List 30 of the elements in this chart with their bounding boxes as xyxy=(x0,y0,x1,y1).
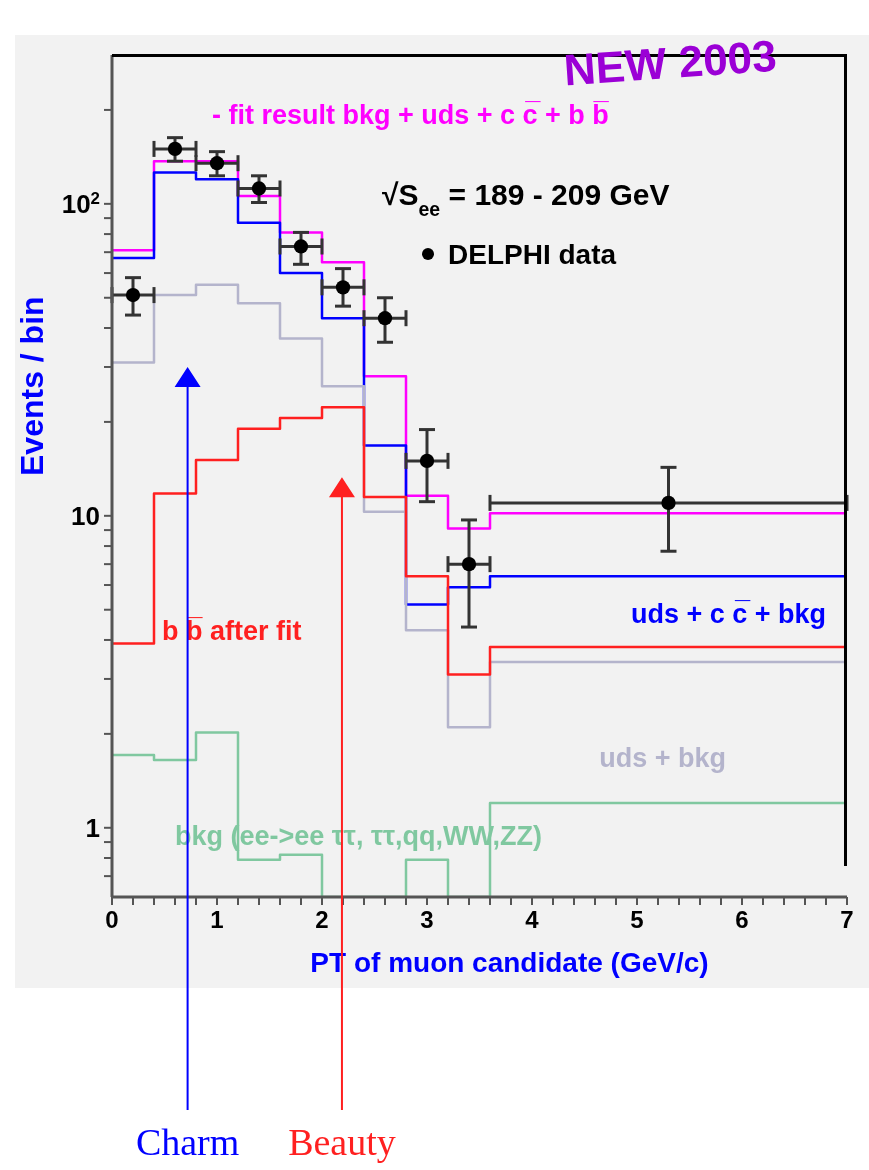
point xyxy=(251,181,267,196)
point xyxy=(293,239,309,254)
text: uds + bkg xyxy=(599,743,726,773)
x-tick-label: 2 xyxy=(315,906,329,934)
x-tick-label: 0 xyxy=(105,906,119,934)
point xyxy=(167,141,183,157)
series-label: uds + c c̅ + bkg xyxy=(630,599,826,629)
annotation: √S$_{ee}$ = 189 - 209 GeV xyxy=(382,178,670,220)
point xyxy=(125,287,141,303)
y-tick-label: 10$^{2}$ xyxy=(61,188,100,220)
x-tick-label: 3 xyxy=(420,906,434,934)
y-tick-label: 10 xyxy=(71,501,100,532)
text: Charm xyxy=(135,1121,240,1163)
point xyxy=(377,311,393,326)
point xyxy=(209,156,225,171)
annotation: NEW 2003 xyxy=(562,30,779,95)
point xyxy=(335,280,351,295)
y-axis-title: Events / bin xyxy=(14,296,51,476)
x-tick-label: 6 xyxy=(735,906,749,934)
point xyxy=(661,495,676,511)
x-tick-label: 7 xyxy=(840,906,854,934)
y-tick-label: 1 xyxy=(85,813,100,844)
point xyxy=(419,453,435,469)
x-tick-label: 4 xyxy=(525,906,540,934)
point xyxy=(461,557,477,572)
series-label: - fit result bkg + uds + c c̅ + b b̅ xyxy=(212,100,610,130)
text: Beauty xyxy=(288,1121,396,1163)
x-tick-label: 1 xyxy=(210,906,224,934)
legend-label: DELPHI data xyxy=(448,239,617,270)
x-tick-label: 5 xyxy=(630,906,644,934)
